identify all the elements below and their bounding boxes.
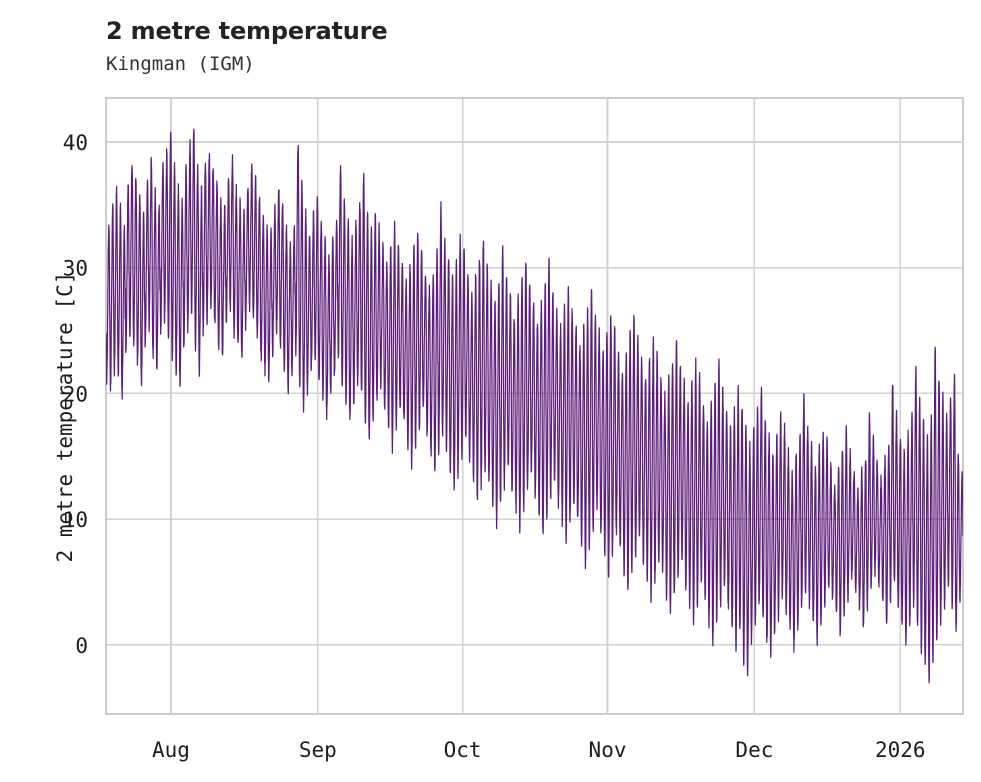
svg-text:10: 10: [63, 508, 88, 532]
svg-text:2026: 2026: [875, 738, 926, 762]
plot-area-border: [104, 96, 965, 716]
series-lines: [106, 128, 963, 684]
x-tick-labels: Aug Sep Oct Nov Dec 2026: [152, 738, 926, 762]
svg-text:Sep: Sep: [299, 738, 337, 762]
svg-text:Oct: Oct: [444, 738, 482, 762]
svg-text:30: 30: [63, 257, 88, 281]
svg-text:Aug: Aug: [152, 738, 190, 762]
svg-text:0: 0: [75, 634, 88, 658]
svg-text:40: 40: [63, 131, 88, 155]
page-title: 2 metre temperature: [106, 17, 388, 45]
series-line: [106, 128, 963, 684]
svg-text:Dec: Dec: [735, 738, 773, 762]
chart-subtitle: Kingman (IGM): [106, 53, 255, 75]
svg-text:Nov: Nov: [589, 738, 627, 762]
y-tick-labels: 0 10 20 30 40: [63, 131, 88, 658]
svg-text:20: 20: [63, 382, 88, 406]
